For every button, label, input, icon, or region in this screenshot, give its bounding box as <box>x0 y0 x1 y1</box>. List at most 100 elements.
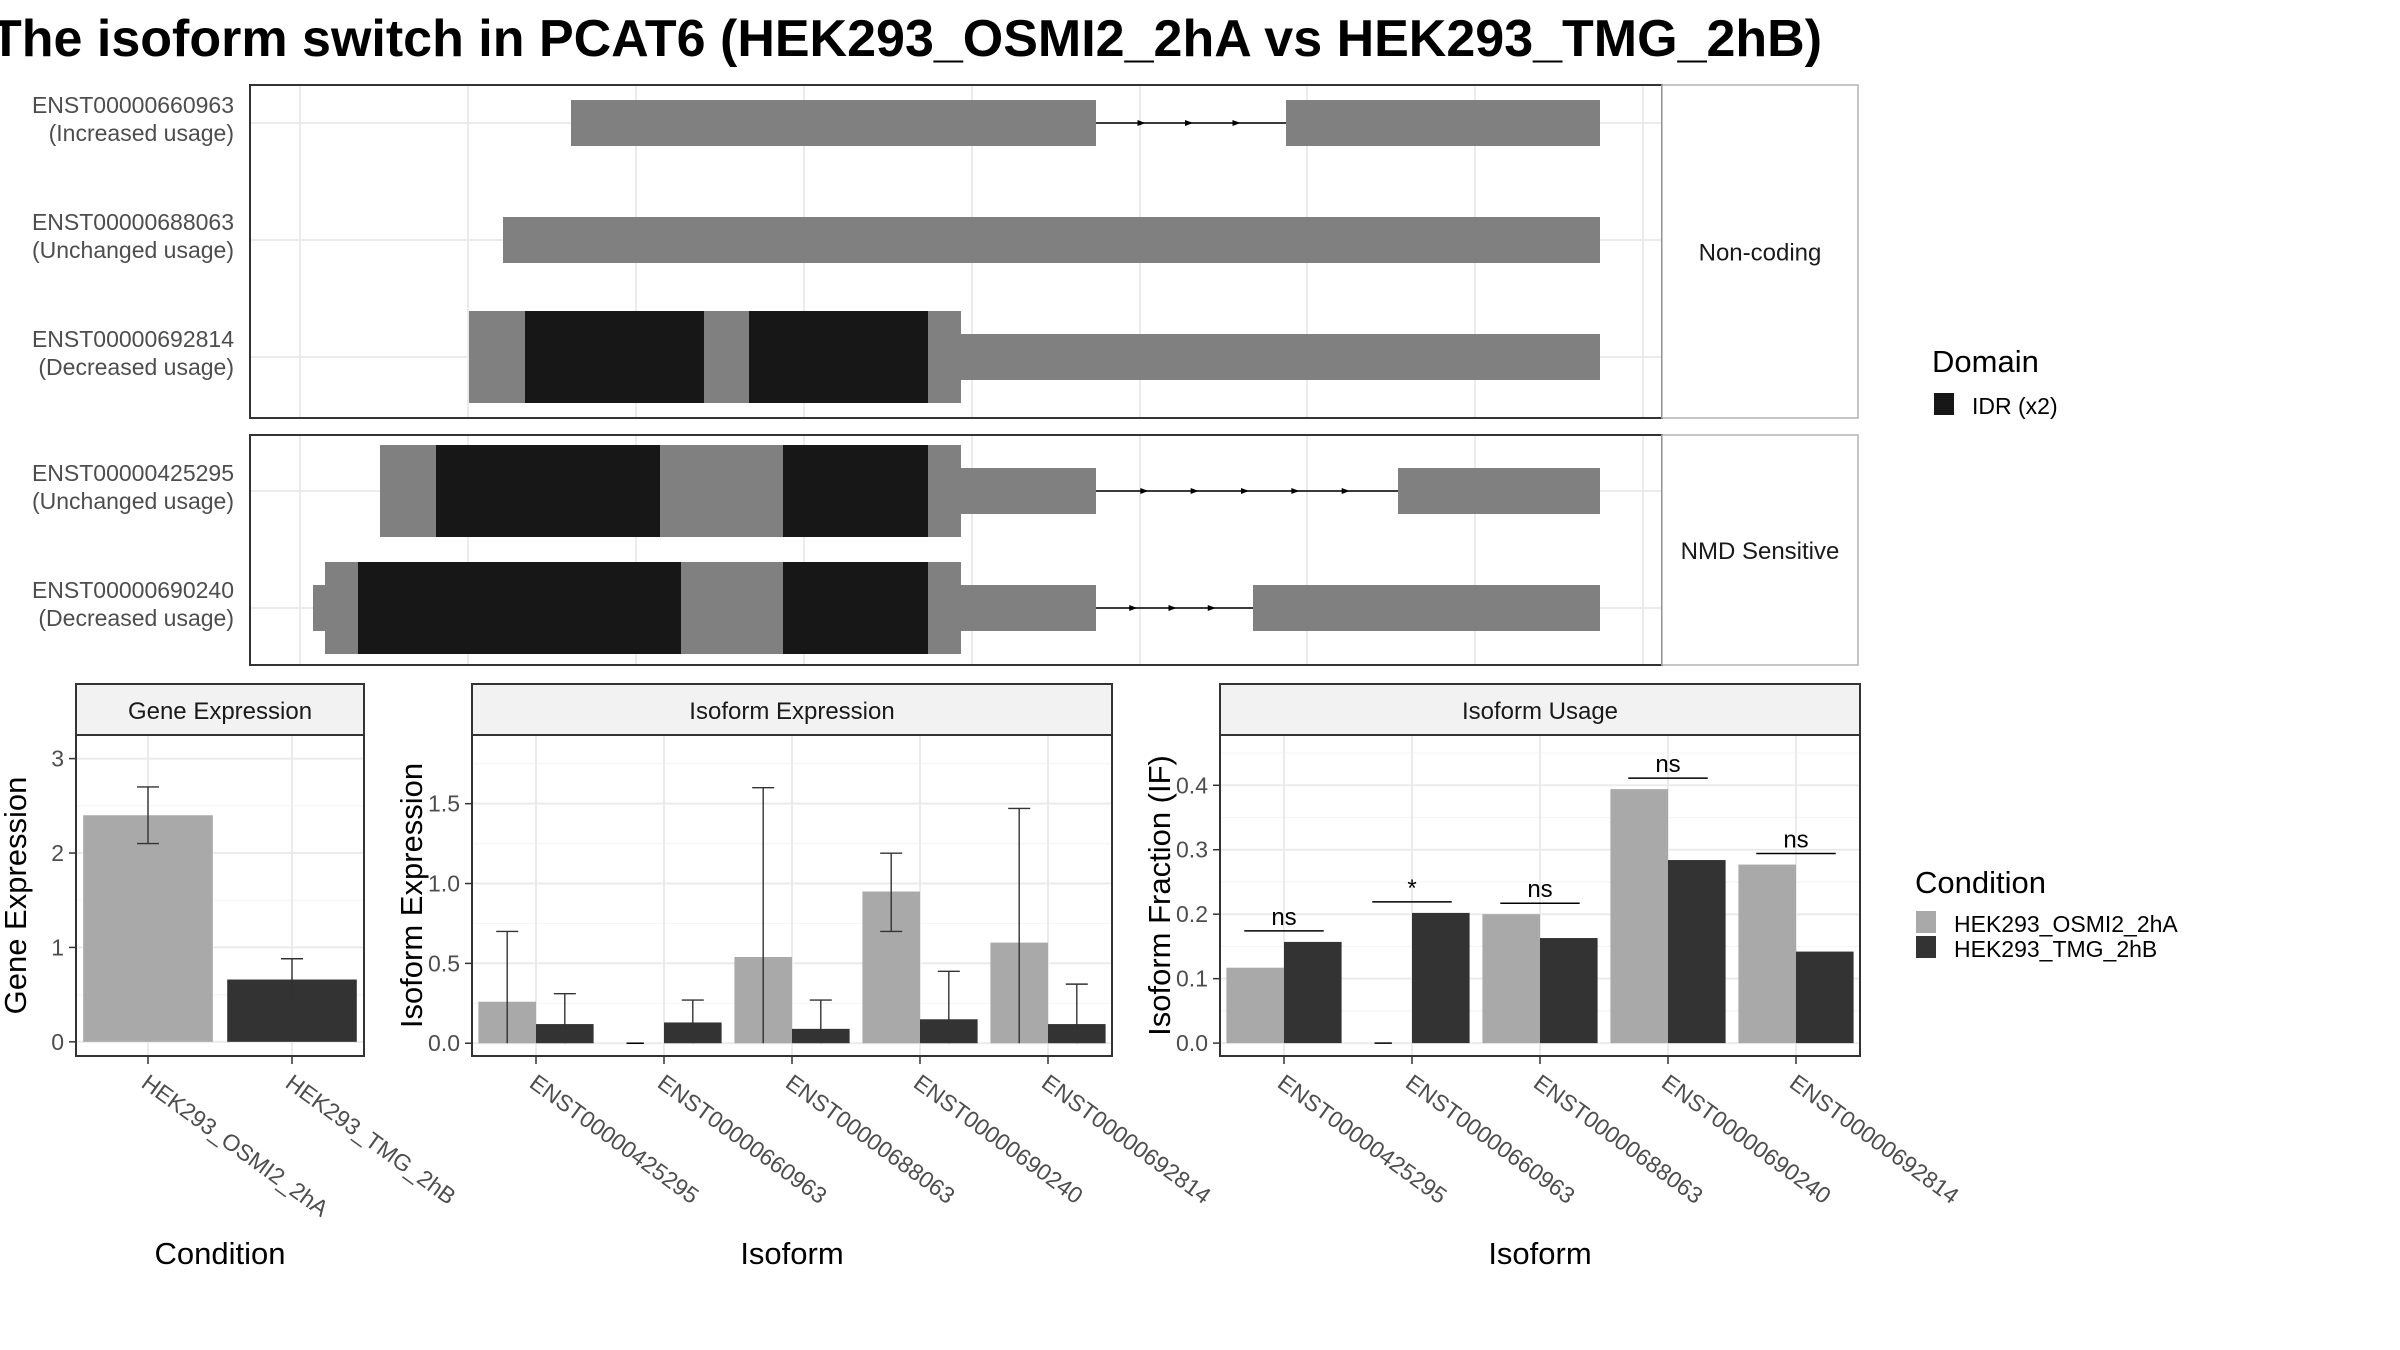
facet-title: Isoform Usage <box>1462 698 1618 725</box>
domain-legend-item: IDR (x2) <box>1972 393 2058 419</box>
significance-label: ns <box>1655 751 1680 778</box>
intron-arrow <box>1129 605 1138 611</box>
transcript-usage-label: (Decreased usage) <box>38 354 234 380</box>
idr-domain <box>525 311 704 403</box>
condition-legend: Condition HEK293_OSMI2_2hA HEK293_TMG_2h… <box>1915 865 2178 962</box>
y-tick-label: 2 <box>51 840 64 866</box>
facet-strip <box>471 683 1113 736</box>
idr-legend-swatch <box>1934 393 1954 415</box>
transcript-usage-label: (Unchanged usage) <box>32 237 234 263</box>
intron-arrow <box>1140 488 1149 494</box>
significance-label: ns <box>1527 876 1552 903</box>
bar <box>1610 789 1668 1044</box>
intron-arrow <box>1207 605 1216 611</box>
y-tick-label: 0.0 <box>428 1030 460 1056</box>
intron-arrow <box>1137 120 1146 126</box>
bar <box>1668 860 1726 1044</box>
group-strip-label: Non-coding <box>1699 240 1822 267</box>
transcript-row: ENST00000425295(Unchanged usage) <box>32 445 1600 537</box>
transcript-structure-panel: ENST00000660963(Increased usage)ENST0000… <box>32 84 1663 666</box>
exon-block <box>313 585 325 631</box>
y-tick-label: 0.1 <box>1176 966 1208 992</box>
facet-title: Gene Expression <box>128 698 312 725</box>
idr-domain <box>436 445 660 537</box>
transcript-group-strips: Non-coding NMD Sensitive <box>1661 84 1859 666</box>
transcript-id-label: ENST00000425295 <box>32 460 234 486</box>
transcript-row: ENST00000692814(Decreased usage) <box>32 311 1600 403</box>
group-strip-label: NMD Sensitive <box>1681 538 1840 565</box>
x-axis-label: Isoform <box>740 1236 843 1271</box>
x-axis-label: Condition <box>155 1236 286 1271</box>
y-axis-label: Isoform Expression <box>394 763 429 1028</box>
exon-block <box>961 468 1096 514</box>
transcript-id-label: ENST00000690240 <box>32 577 234 603</box>
facet-title: Isoform Expression <box>689 698 894 725</box>
idr-domain <box>783 445 928 537</box>
exon-block <box>961 585 1096 631</box>
bar <box>1738 864 1796 1044</box>
intron-arrow <box>1232 120 1241 126</box>
y-axis-label: Gene Expression <box>0 777 33 1015</box>
domain-legend: Domain IDR (x2) <box>1932 344 2058 419</box>
y-tick-label: 1.0 <box>428 871 460 897</box>
intron-arrow <box>1168 605 1177 611</box>
condition-legend-title: Condition <box>1915 865 2046 900</box>
y-tick-label: 0 <box>51 1029 64 1055</box>
idr-domain <box>358 562 681 654</box>
condition-b-swatch <box>1916 936 1936 958</box>
exon-block <box>1286 100 1600 146</box>
transcript-row: ENST00000690240(Decreased usage) <box>32 562 1600 654</box>
bar <box>1412 912 1470 1044</box>
condition-legend-item-b: HEK293_TMG_2hB <box>1954 936 2157 962</box>
y-tick-label: 0.5 <box>428 950 460 976</box>
transcript-row: ENST00000660963(Increased usage) <box>32 92 1600 146</box>
bar <box>1796 951 1854 1044</box>
exon-block <box>961 334 1600 380</box>
exon-block <box>1398 468 1600 514</box>
y-tick-label: 3 <box>51 746 64 772</box>
bar <box>1284 941 1342 1044</box>
group-strip <box>1661 84 1859 419</box>
transcript-usage-label: (Decreased usage) <box>38 605 234 631</box>
y-tick-label: 1.5 <box>428 791 460 817</box>
x-axis-label: Isoform <box>1488 1236 1591 1271</box>
significance-label: ns <box>1783 827 1808 854</box>
exon-block <box>503 217 1600 263</box>
condition-a-swatch <box>1916 911 1936 933</box>
condition-legend-item-a: HEK293_OSMI2_2hA <box>1954 911 2178 937</box>
y-tick-label: 0.3 <box>1176 837 1208 863</box>
y-tick-label: 0.0 <box>1176 1030 1208 1056</box>
y-axis-label: Isoform Fraction (IF) <box>1142 755 1177 1036</box>
idr-domain <box>783 562 928 654</box>
group-strip <box>1661 434 1859 666</box>
isoform-expression-chart: Isoform Expression0.00.51.01.5ENST000004… <box>394 683 1216 1271</box>
transcript-row: ENST00000688063(Unchanged usage) <box>32 209 1600 263</box>
transcript-usage-label: (Unchanged usage) <box>32 488 234 514</box>
idr-domain <box>749 311 928 403</box>
exon-block <box>1253 585 1600 631</box>
y-tick-label: 0.4 <box>1176 772 1208 798</box>
exon-block <box>571 100 1096 146</box>
facet-strip <box>1219 683 1861 736</box>
y-tick-label: 1 <box>51 934 64 960</box>
bar <box>1482 914 1540 1044</box>
significance-label: * <box>1407 875 1416 902</box>
y-tick-label: 0.2 <box>1176 901 1208 927</box>
intron-arrow <box>1341 488 1350 494</box>
domain-legend-title: Domain <box>1932 344 2039 379</box>
intron-arrow <box>1190 488 1199 494</box>
bar <box>83 815 213 1042</box>
intron-arrow <box>1185 120 1193 126</box>
intron-arrow <box>1241 488 1249 494</box>
facet-strip <box>75 683 365 736</box>
bar <box>1226 967 1284 1044</box>
transcript-usage-label: (Increased usage) <box>49 120 234 146</box>
bar <box>1540 938 1598 1044</box>
transcript-id-label: ENST00000660963 <box>32 92 234 118</box>
transcript-id-label: ENST00000688063 <box>32 209 234 235</box>
significance-label: ns <box>1271 904 1296 931</box>
figure-title: The isoform switch in PCAT6 (HEK293_OSMI… <box>0 10 1822 68</box>
intron-arrow <box>1291 488 1300 494</box>
